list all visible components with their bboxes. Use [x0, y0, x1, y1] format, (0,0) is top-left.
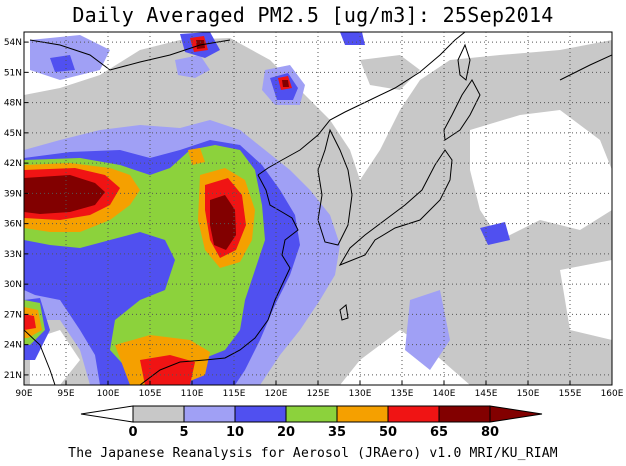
colorbar-segment	[234, 405, 287, 423]
lat-tick-label: 24N	[4, 341, 22, 351]
lon-tick-label: 125E	[307, 389, 330, 399]
lon-tick-label: 115E	[223, 389, 246, 399]
colorbar-segment	[336, 405, 389, 423]
lat-tick-label: 33N	[4, 250, 22, 260]
colorbar-segment	[387, 405, 440, 423]
lon-tick-label: 105E	[139, 389, 162, 399]
lon-tick-label: 160E	[601, 389, 624, 399]
lat-tick-label: 51N	[4, 68, 22, 78]
lon-tick-label: 120E	[265, 389, 288, 399]
colorbar-segment	[285, 405, 338, 423]
colorbar-level-label: 65	[430, 425, 448, 440]
lat-tick-label: 48N	[4, 99, 22, 109]
lon-tick-label: 95E	[57, 389, 74, 399]
lon-tick-label: 110E	[181, 389, 204, 399]
lat-tick-label: 45N	[4, 129, 22, 139]
colorbar-segment	[132, 405, 185, 423]
colorbar-segment	[183, 405, 236, 423]
colorbar-level-label: 35	[328, 425, 346, 440]
lat-tick-label: 27N	[4, 310, 22, 320]
lon-tick-label: 155E	[559, 389, 582, 399]
lon-tick-label: 100E	[97, 389, 120, 399]
colorbar-level-label: 20	[277, 425, 295, 440]
lat-tick-label: 21N	[4, 371, 22, 381]
lon-tick-label: 90E	[15, 389, 32, 399]
colorbar-level-label: 0	[128, 425, 137, 440]
lat-tick-label: 36N	[4, 220, 22, 230]
lon-tick-label: 135E	[391, 389, 414, 399]
map-title: Daily Averaged PM2.5 [ug/m3]: 25Sep2014	[72, 3, 554, 27]
colorbar-segment	[80, 405, 134, 423]
lat-tick-label: 30N	[4, 280, 22, 290]
colorbar-level-label: 50	[379, 425, 397, 440]
data-source-credit: The Japanese Reanalysis for Aerosol (JRA…	[68, 446, 558, 461]
lon-tick-label: 145E	[475, 389, 498, 399]
lon-tick-label: 150E	[517, 389, 540, 399]
lon-tick-label: 140E	[433, 389, 456, 399]
colorbar-level-label: 10	[226, 425, 244, 440]
axis-ticks: 90E 95E 100E 105E 110E 115E 120E 125E 130E 135E 14…	[4, 38, 624, 399]
lat-tick-label: 54N	[4, 38, 22, 48]
lat-tick-label: 39N	[4, 189, 22, 199]
colorbar-segment	[438, 405, 491, 423]
colorbar: 0 5 10 20 35 50 65 80	[80, 405, 543, 440]
colorbar-level-label: 5	[179, 425, 188, 440]
lat-lon-grid	[24, 32, 612, 385]
colorbar-segment	[489, 405, 543, 423]
colorbar-level-label: 80	[481, 425, 499, 440]
lat-tick-label: 42N	[4, 159, 22, 169]
lon-tick-label: 130E	[349, 389, 372, 399]
coastlines	[24, 32, 612, 385]
